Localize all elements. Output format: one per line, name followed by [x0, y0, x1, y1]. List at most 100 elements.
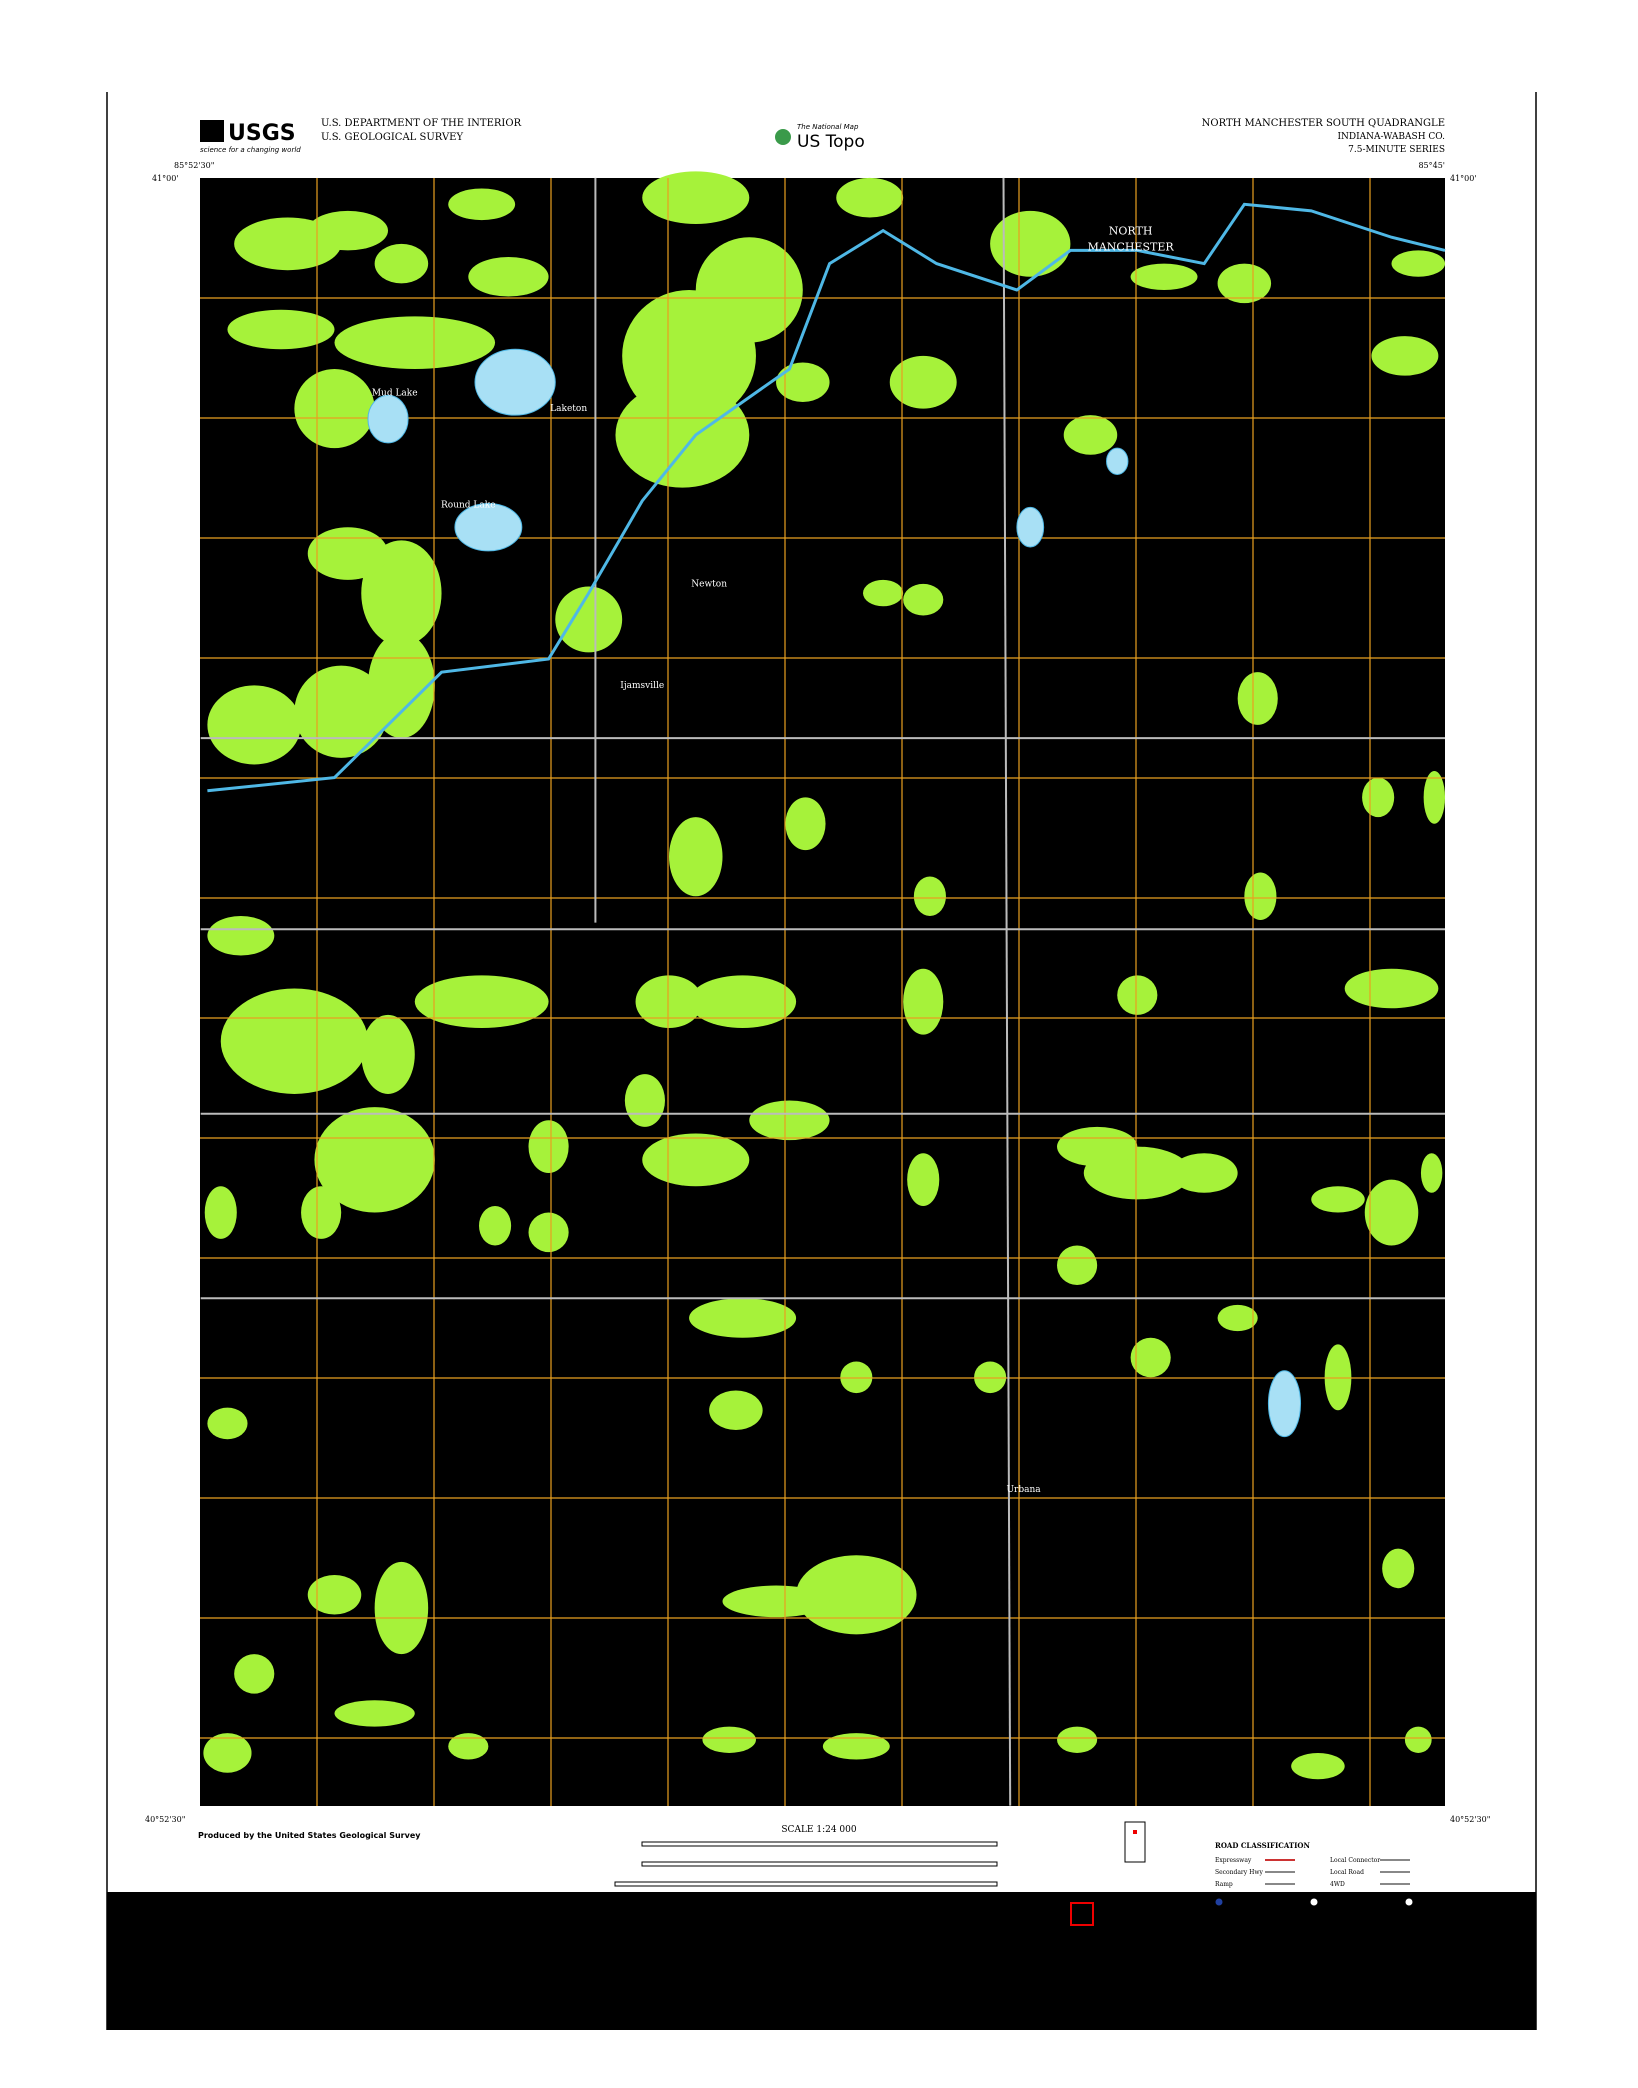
quadrangle: NORTH MANCHESTER SOUTH QUADRANGLE [1202, 118, 1445, 129]
woodland [836, 177, 904, 218]
road-legend: Local Connector [1330, 1857, 1380, 1864]
river [207, 202, 1446, 793]
woodland [528, 1120, 569, 1174]
corner-lat: 41°00' [152, 174, 179, 183]
place-label: Round Lake [441, 500, 496, 510]
place-label: Mud Lake [372, 388, 418, 398]
map-frame [200, 178, 1445, 1806]
woodland [314, 1107, 435, 1213]
logo-mark [200, 120, 224, 142]
woodland [207, 916, 275, 956]
woodland [1237, 672, 1278, 725]
woodland [796, 1555, 917, 1635]
county: INDIANA-WABASH CO. [1337, 132, 1445, 142]
corner-lon: 85°52'30" [174, 161, 214, 170]
woodland [776, 362, 830, 402]
place-label: Newton [691, 580, 727, 590]
corner-lat: 40°52'30" [145, 1815, 185, 1824]
woodland [374, 1561, 429, 1655]
woodland [702, 1726, 756, 1753]
lake [1016, 506, 1045, 548]
woodland [294, 665, 389, 758]
road-legend: 4WD [1330, 1881, 1345, 1888]
woodland [709, 1390, 763, 1431]
woodland [479, 1205, 512, 1246]
road-legend: Local Road [1330, 1869, 1364, 1876]
woodland [1371, 336, 1439, 376]
woodland [414, 975, 549, 1029]
marker [1070, 1902, 1094, 1926]
map-features: NORTH MANCHESTER Laketon Round Lake Mud Lake… [200, 171, 1446, 1806]
place-label: Ijamsville [620, 681, 664, 691]
logo-text: USGS [228, 121, 296, 146]
woodland [615, 382, 750, 488]
scale-bar-3 [614, 1881, 998, 1887]
woodland [1391, 250, 1446, 277]
woodland [1344, 968, 1439, 1009]
woodland [785, 797, 826, 851]
woodland [1364, 1179, 1419, 1246]
woodland [889, 355, 957, 409]
woodland [207, 685, 302, 765]
woodland [448, 1733, 489, 1760]
woodland [722, 1585, 830, 1618]
usgs-logo: USGS science for a changing world [200, 120, 301, 154]
woodland [863, 579, 904, 607]
woodland [1170, 1153, 1238, 1193]
woodland [840, 1361, 873, 1394]
corner-lon: 85°45' [1418, 161, 1445, 170]
woodland [1362, 777, 1395, 818]
woodland [695, 237, 803, 343]
survey: U.S. GEOLOGICAL SURVEY [321, 132, 463, 143]
lake [1106, 447, 1129, 475]
lake [1267, 1370, 1302, 1438]
woodland [1311, 1186, 1365, 1213]
woodland [642, 1133, 750, 1187]
woodland [1130, 263, 1198, 290]
woodland [974, 1361, 1007, 1394]
woodland [1244, 872, 1277, 920]
woodland [907, 1153, 940, 1206]
woodland [624, 1074, 665, 1127]
route-shield [1309, 1897, 1319, 1907]
woodland [689, 1298, 797, 1338]
national-map-icon [775, 129, 791, 145]
woodland [528, 1212, 569, 1253]
woodland [234, 1654, 275, 1694]
scale: SCALE 1:24 000 [781, 1825, 856, 1835]
lake [367, 394, 409, 444]
woodland [1117, 975, 1158, 1015]
place-label: NORTH [1109, 225, 1153, 238]
tagline: science for a changing world [200, 146, 301, 154]
woodland [203, 1733, 252, 1773]
lake [454, 502, 523, 552]
route-shield [1214, 1897, 1224, 1907]
woodland [1382, 1548, 1415, 1589]
us-topo: US Topo [797, 132, 865, 152]
woodland [1057, 1726, 1098, 1753]
department: U.S. DEPARTMENT OF THE INTERIOR [321, 118, 522, 129]
place-label: MANCHESTER [1088, 240, 1175, 253]
locator-dot [1133, 1830, 1137, 1834]
woodland [307, 210, 389, 251]
series: 7.5-MINUTE SERIES [1348, 145, 1445, 155]
road [1002, 177, 1012, 1806]
route-legend: US Route [1322, 1899, 1351, 1906]
road-legend: Expressway [1215, 1857, 1252, 1864]
national-map: The National Map [797, 123, 859, 131]
road-legend: Ramp [1215, 1881, 1233, 1888]
woodland [1217, 1304, 1258, 1332]
corner-lat: 40°52'30" [1450, 1815, 1490, 1824]
woodland [361, 1014, 415, 1094]
route-shield [1404, 1897, 1414, 1907]
woodland [307, 527, 389, 580]
woodland [1217, 263, 1272, 304]
woodland [1404, 1726, 1432, 1753]
woodland [1130, 1337, 1171, 1378]
woodland [555, 586, 623, 653]
corner-lat: 41°00' [1450, 174, 1477, 183]
woodland [635, 975, 703, 1029]
woodland [468, 257, 549, 297]
